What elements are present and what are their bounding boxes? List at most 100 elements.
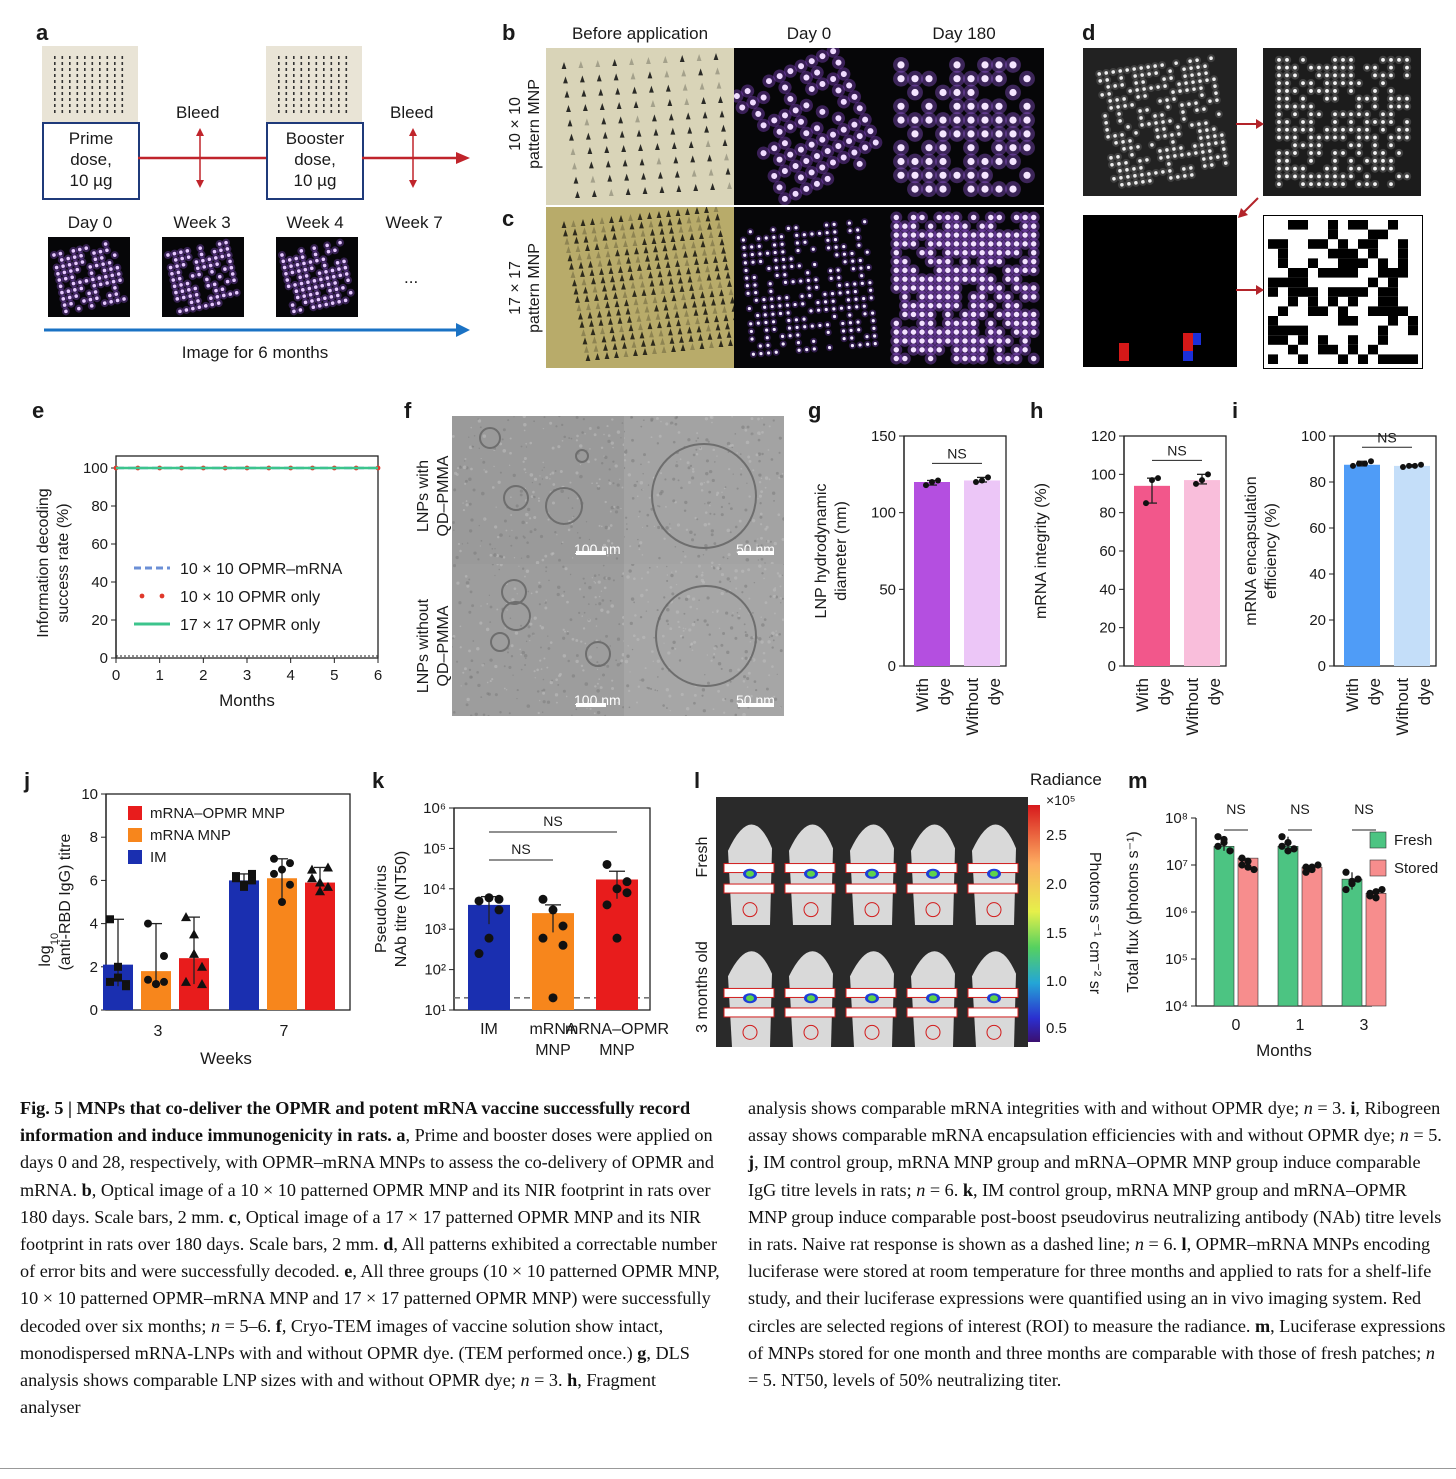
data-point <box>1238 861 1246 869</box>
data-point <box>1284 847 1292 855</box>
bar <box>1394 465 1430 666</box>
data-point <box>270 869 278 878</box>
colorbar-tick: 1.0 <box>1046 973 1067 990</box>
significance-label: NS <box>1167 442 1186 458</box>
panel-label-m: m <box>1128 768 1148 793</box>
patch-photo <box>266 46 362 122</box>
legend-label: 10 × 10 OPMR–mRNA <box>180 561 343 578</box>
scale-bar-label: 50 nm <box>736 692 775 708</box>
chart-g: 0 50 100 150 LNP hydrodynamic diameter (nm) Wi… <box>813 428 1007 736</box>
category-label: With <box>1343 678 1362 712</box>
nir-day180-17x17 <box>884 207 1044 368</box>
legend-swatch <box>1369 831 1387 849</box>
tick-label: 10⁴ <box>423 881 446 898</box>
data-point <box>1366 892 1374 900</box>
data-point <box>1406 462 1412 469</box>
data-point <box>286 859 294 868</box>
tick-label: 0 <box>1108 658 1116 675</box>
panel-label-l: l <box>694 768 701 793</box>
data-point <box>278 898 286 906</box>
axis-label: success rate (%) <box>55 503 72 622</box>
bar <box>1237 857 1259 1007</box>
data-point <box>494 894 504 904</box>
category-label: Without <box>1393 678 1412 736</box>
data-point <box>1314 861 1322 869</box>
tick-label: 3 <box>243 667 251 684</box>
tick-label: 0 <box>888 658 896 675</box>
category-label: mRNA–OPMR <box>565 1021 669 1038</box>
significance-label: NS <box>947 445 966 461</box>
scale-bar-label: 100 nm <box>574 541 621 557</box>
tick-label: 100 <box>1301 428 1326 445</box>
data-point <box>1412 462 1418 469</box>
divider <box>0 1468 1456 1469</box>
data-point <box>484 933 494 943</box>
tick-label: 6 <box>90 872 98 889</box>
category-label: Without <box>1183 678 1202 736</box>
column-header: Day 180 <box>932 24 996 43</box>
nir-footprint-image <box>48 237 130 317</box>
booster-dose-box: Booster dose, 10 µg <box>266 122 364 200</box>
data-point <box>181 912 191 922</box>
legend-label: Stored <box>1394 860 1438 877</box>
timepoint-label: Day 0 <box>67 213 113 232</box>
axis-label: LNP hydrodynamic <box>813 484 830 619</box>
bar <box>1213 845 1235 1007</box>
prime-dose-box: Prime dose, 10 µg <box>42 122 140 200</box>
significance-label: NS <box>1226 801 1245 817</box>
significance-label: NS <box>543 813 562 829</box>
row-label-3-months: 3 months old <box>694 941 711 1033</box>
tick-label: 6 <box>374 667 382 684</box>
data-point <box>315 877 325 887</box>
tick-label: 150 <box>871 428 896 445</box>
data-point <box>1199 477 1205 484</box>
axis-label: NAb titre (NT50) <box>393 851 410 967</box>
column-header: Day 0 <box>786 24 832 43</box>
panel-label-j: j <box>24 768 31 793</box>
tick-label: 60 <box>91 536 108 553</box>
bar <box>1134 485 1170 666</box>
ivis-image-3months <box>716 925 1028 1047</box>
tick-label: 2 <box>199 667 207 684</box>
bar <box>229 880 259 1010</box>
data-point <box>985 474 991 481</box>
data-point <box>1418 461 1424 468</box>
data-point <box>612 884 622 894</box>
axis-label: Pseudovirus <box>373 865 390 953</box>
category-label: 3 <box>1360 1017 1369 1034</box>
significance-label: NS <box>1290 801 1309 817</box>
chart-e: 0 20 40 60 80 100 0 1 2 3 4 5 6 Months Information dec… <box>35 455 382 710</box>
significance-label: NS <box>1377 429 1396 445</box>
tick-label: 40 <box>91 574 108 591</box>
bar <box>596 879 638 1010</box>
legend-label: Fresh <box>1394 832 1432 849</box>
data-point <box>1372 894 1380 902</box>
data-point <box>1362 460 1368 467</box>
colorbar-axis-label: Photons s⁻¹ cm⁻² sr <box>1086 851 1103 995</box>
tick-label: 20 <box>91 612 108 629</box>
axis-label: mRNA encapsulation <box>1243 476 1260 625</box>
data-point <box>548 993 558 1003</box>
data-point <box>1302 863 1310 871</box>
tick-label: 10⁸ <box>1165 810 1188 827</box>
bar <box>964 480 1000 666</box>
timepoint-label: Week 3 <box>173 213 231 232</box>
raw-grayscale-image <box>1083 48 1237 196</box>
axis-label: Weeks <box>200 1049 252 1068</box>
legend-swatch <box>128 850 142 864</box>
nir-footprint-image <box>162 237 244 317</box>
image-span-label: Image for 6 months <box>181 343 329 362</box>
figure-caption-right: analysis shows comparable mRNA integriti… <box>748 1098 1446 1391</box>
data-point <box>1354 875 1362 883</box>
row-label-10x10: 10 × 10 pattern MNP <box>507 79 543 169</box>
legend-label: mRNA MNP <box>150 827 231 844</box>
category-label: 7 <box>280 1023 289 1040</box>
data-point <box>1143 500 1149 507</box>
tick-label: 80 <box>1099 505 1116 522</box>
data-point <box>538 894 548 904</box>
panel-label-k: k <box>372 768 385 793</box>
data-point <box>1342 868 1350 876</box>
data-point <box>189 948 199 958</box>
data-point <box>1348 877 1356 885</box>
data-point <box>152 980 160 989</box>
